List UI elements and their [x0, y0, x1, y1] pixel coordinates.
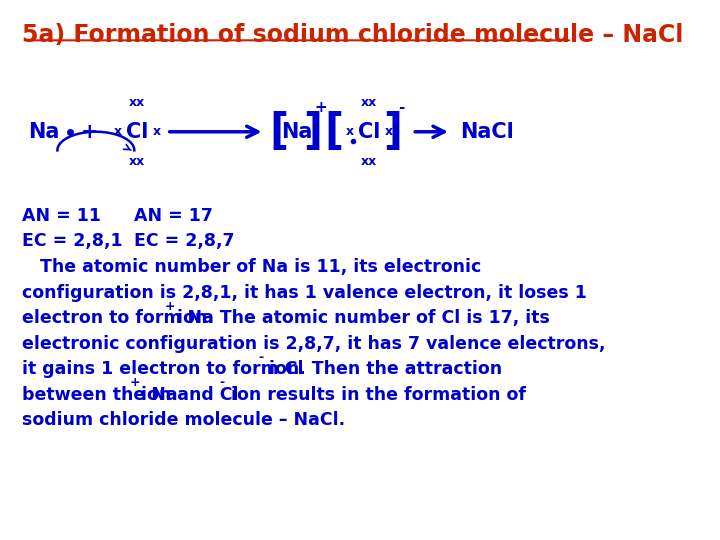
Text: xx: xx [361, 96, 377, 109]
Text: +: + [314, 100, 327, 116]
Text: ion results in the formation of: ion results in the formation of [225, 386, 526, 404]
Text: x: x [153, 125, 161, 138]
Text: ion and Cl: ion and Cl [135, 386, 238, 404]
Text: xx: xx [129, 96, 145, 109]
Text: 5a) Formation of sodium chloride molecule – NaCl: 5a) Formation of sodium chloride molecul… [22, 23, 683, 47]
Text: it gains 1 electron to form Cl: it gains 1 electron to form Cl [22, 360, 303, 379]
Text: xx: xx [361, 154, 377, 167]
Text: ion. Then the attraction: ion. Then the attraction [264, 360, 503, 379]
Text: Cl: Cl [126, 122, 148, 142]
Text: sodium chloride molecule – NaCl.: sodium chloride molecule – NaCl. [22, 411, 345, 429]
Text: -: - [258, 351, 264, 364]
Text: NaCl: NaCl [459, 122, 513, 142]
Text: +: + [165, 300, 176, 313]
Text: electron to form Na: electron to form Na [22, 309, 214, 327]
Text: The atomic number of Na is 11, its electronic: The atomic number of Na is 11, its elect… [40, 258, 481, 276]
Text: -: - [398, 100, 405, 116]
Text: x: x [114, 125, 122, 138]
Text: [: [ [270, 111, 289, 153]
Text: x: x [346, 125, 354, 138]
Text: [: [ [325, 111, 344, 153]
Text: AN = 11: AN = 11 [22, 207, 101, 225]
Text: ion. The atomic number of Cl is 17, its: ion. The atomic number of Cl is 17, its [171, 309, 550, 327]
Text: EC = 2,8,1: EC = 2,8,1 [22, 232, 122, 249]
Text: +: + [81, 122, 99, 142]
Text: +: + [130, 376, 140, 389]
Text: AN = 17: AN = 17 [135, 207, 213, 225]
Text: between the Na: between the Na [22, 386, 178, 404]
Text: Na: Na [28, 122, 59, 142]
Text: ]: ] [303, 111, 323, 153]
Text: Cl: Cl [358, 122, 380, 142]
Text: configuration is 2,8,1, it has 1 valence electron, it loses 1: configuration is 2,8,1, it has 1 valence… [22, 284, 587, 302]
Text: electronic configuration is 2,8,7, it has 7 valence electrons,: electronic configuration is 2,8,7, it ha… [22, 335, 606, 353]
Text: Na: Na [281, 122, 312, 142]
Text: EC = 2,8,7: EC = 2,8,7 [135, 232, 235, 249]
Text: x: x [384, 125, 392, 138]
Text: ]: ] [383, 111, 402, 153]
Text: -: - [220, 376, 225, 389]
Text: xx: xx [129, 154, 145, 167]
